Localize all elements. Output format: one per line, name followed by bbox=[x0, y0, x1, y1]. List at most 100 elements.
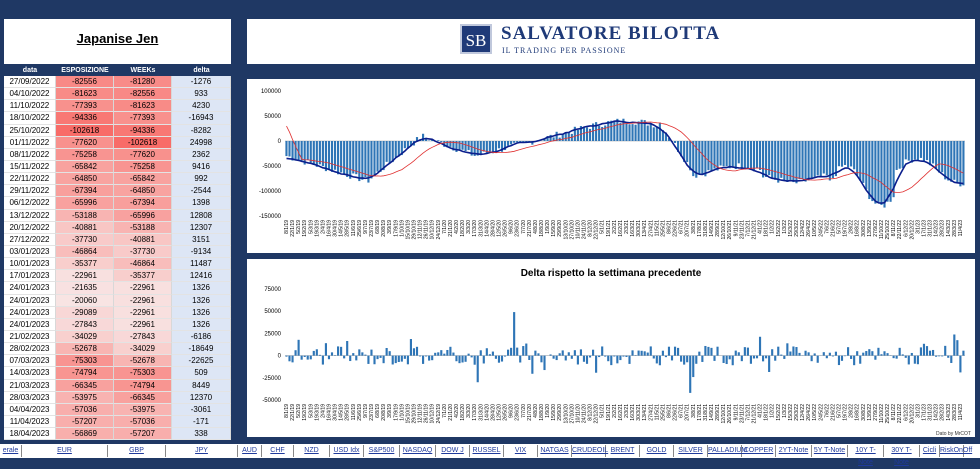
nav-link-2yt-note[interactable]: 2YT-Note bbox=[776, 445, 812, 457]
nav-link-riskonoff[interactable]: RiskOnOff bbox=[940, 445, 964, 457]
nav-link-vix[interactable]: VIX bbox=[504, 445, 538, 457]
delta-bar bbox=[683, 356, 685, 365]
delta-bar bbox=[428, 356, 430, 361]
nav-link-eur[interactable]: EUR bbox=[22, 445, 108, 457]
delta-bar bbox=[817, 356, 819, 363]
delta-bar bbox=[589, 356, 591, 358]
exposure-bar bbox=[398, 141, 400, 156]
cell-exposure: -57207 bbox=[56, 416, 114, 428]
nav-link-jpy[interactable]: JPY bbox=[166, 445, 238, 457]
table-row: 29/11/2022-67394-64850-2544 bbox=[4, 185, 231, 197]
nav-link-chf[interactable]: CHF bbox=[262, 445, 294, 457]
cell-delta: 2362 bbox=[172, 149, 231, 161]
exposure-bar bbox=[656, 126, 658, 141]
nav-link-gbp[interactable]: GBP bbox=[108, 445, 166, 457]
cell-exposure: -81623 bbox=[56, 88, 114, 100]
nav-link-palladium[interactable]: PALLADIUM bbox=[708, 445, 742, 457]
delta-bar bbox=[562, 350, 564, 355]
delta-bar bbox=[710, 348, 712, 356]
delta-bar bbox=[850, 356, 852, 359]
cell-date: 17/01/2023 bbox=[4, 270, 56, 282]
delta-bar bbox=[556, 356, 558, 360]
nav-link-10y-t-note[interactable]: 10Y T-Note bbox=[848, 445, 884, 457]
brand-logo-icon: SB bbox=[460, 24, 492, 54]
nav-link-copper[interactable]: COPPER bbox=[742, 445, 776, 457]
exposure-bar bbox=[817, 141, 819, 175]
nav-link-generale[interactable]: erale bbox=[0, 445, 22, 457]
nav-link-russel[interactable]: RUSSEL bbox=[470, 445, 504, 457]
nav-link-dow-j[interactable]: DOW J bbox=[436, 445, 470, 457]
exposure-bar bbox=[944, 141, 946, 179]
exposure-bar bbox=[465, 141, 467, 151]
exposure-bar bbox=[805, 141, 807, 182]
nav-link-30y-t-note[interactable]: 30Y T-Note bbox=[884, 445, 920, 457]
cell-weeks: -46864 bbox=[114, 258, 172, 270]
nav-link-s-p500[interactable]: S&P500 bbox=[364, 445, 400, 457]
cell-delta: -22625 bbox=[172, 355, 231, 367]
exposure-bar bbox=[437, 140, 439, 141]
exposure-bar bbox=[650, 124, 652, 141]
delta-bar bbox=[641, 351, 643, 356]
exposure-bar bbox=[923, 141, 925, 162]
delta-bar bbox=[950, 356, 952, 363]
nav-link-natgas[interactable]: NATGAS bbox=[538, 445, 572, 457]
delta-bar bbox=[805, 351, 807, 356]
exposure-bar bbox=[337, 141, 339, 174]
cell-exposure: -66345 bbox=[56, 380, 114, 392]
cell-delta: 992 bbox=[172, 173, 231, 185]
exposure-bar bbox=[355, 141, 357, 174]
delta-bar bbox=[698, 352, 700, 356]
cell-delta: 3151 bbox=[172, 234, 231, 246]
nav-link-gold[interactable]: GOLD bbox=[640, 445, 674, 457]
exposure-bar bbox=[953, 141, 955, 180]
nav-link-5y-t-note[interactable]: 5Y T-Note bbox=[812, 445, 848, 457]
delta-bar bbox=[310, 356, 312, 360]
exposure-bar bbox=[732, 141, 734, 167]
exposure-bar bbox=[631, 124, 633, 141]
cell-delta: 1326 bbox=[172, 307, 231, 319]
nav-link-nzd[interactable]: NZD bbox=[294, 445, 330, 457]
cell-weeks: -75303 bbox=[114, 367, 172, 379]
exposure-bar bbox=[729, 141, 731, 168]
nav-link-cicli[interactable]: Cicli bbox=[920, 445, 940, 457]
nav-link-silver[interactable]: SILVER bbox=[674, 445, 708, 457]
cell-delta: -18649 bbox=[172, 343, 231, 355]
delta-bar bbox=[352, 353, 354, 355]
cell-delta: -2544 bbox=[172, 185, 231, 197]
delta-bar bbox=[905, 356, 907, 358]
delta-bar bbox=[920, 347, 922, 355]
cell-exposure: -75258 bbox=[56, 149, 114, 161]
nav-link-crudeoil[interactable]: CRUDEOIL bbox=[572, 445, 606, 457]
exposure-bar bbox=[367, 141, 369, 183]
delta-bar bbox=[489, 354, 491, 355]
exposure-bar bbox=[844, 141, 846, 165]
table-header: data ESPOSIZIONE LS WEEKs delta bbox=[4, 66, 231, 76]
cell-exposure: -53188 bbox=[56, 210, 114, 222]
cell-weeks: -94336 bbox=[114, 125, 172, 137]
cell-delta: 12808 bbox=[172, 210, 231, 222]
delta-bar bbox=[595, 356, 597, 373]
exposure-bar bbox=[480, 141, 482, 155]
delta-bar bbox=[701, 356, 703, 362]
exposure-bar bbox=[756, 141, 758, 168]
nav-link-nasdaq[interactable]: NASDAQ bbox=[400, 445, 436, 457]
nav-link-aud[interactable]: AUD bbox=[238, 445, 262, 457]
delta-bar bbox=[525, 344, 527, 356]
delta-bar bbox=[367, 356, 369, 364]
delta-bar bbox=[513, 312, 515, 356]
exposure-bar bbox=[877, 141, 879, 202]
delta-bar bbox=[853, 356, 855, 366]
exposure-bar bbox=[701, 141, 703, 174]
exposure-bar bbox=[932, 141, 934, 163]
exposure-bar bbox=[786, 141, 788, 182]
table-row: 07/03/2023-75303-52678-22625 bbox=[4, 355, 231, 367]
nav-link-usd-idx[interactable]: USD Idx bbox=[330, 445, 364, 457]
delta-bar bbox=[738, 352, 740, 355]
delta-bar bbox=[592, 350, 594, 356]
y-tick-label: -150000 bbox=[259, 214, 282, 220]
nav-link-brent[interactable]: BRENT bbox=[606, 445, 640, 457]
cell-weeks: -40881 bbox=[114, 234, 172, 246]
